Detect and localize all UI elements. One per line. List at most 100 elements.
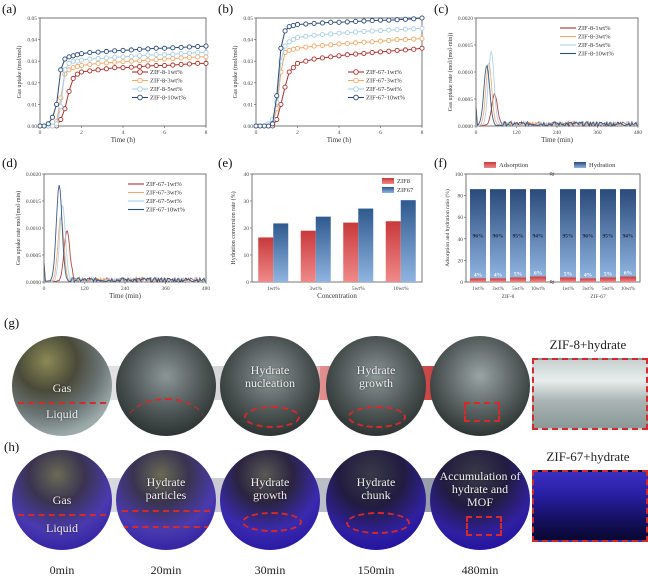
y-tick-label: 40 <box>458 237 464 243</box>
photo-h-3-caption: Hydrate chunk <box>356 475 396 502</box>
hydrate-boundary-marker <box>126 398 206 436</box>
legend-marker <box>353 94 359 101</box>
photo-h-0: Gas Liquid <box>12 450 112 550</box>
data-point <box>170 56 176 62</box>
data-point <box>336 41 342 47</box>
photo-h-2-caption: Hydrate growth <box>250 475 290 502</box>
data-point <box>303 33 309 39</box>
data-point <box>70 58 76 64</box>
data-point <box>153 57 159 63</box>
data-point <box>103 60 109 66</box>
data-point <box>145 57 151 63</box>
data-point <box>120 65 126 71</box>
legend-swatch <box>484 162 496 168</box>
hydration-pct: 95% <box>563 234 574 240</box>
bar-hydration <box>530 189 546 277</box>
data-point <box>411 36 417 42</box>
series-line <box>475 62 639 128</box>
data-point <box>145 46 151 52</box>
data-point <box>328 42 334 48</box>
legend-label: ZIF-67-1wt% <box>366 69 402 76</box>
data-point <box>386 48 392 54</box>
y-tick-label: 0.0000 <box>458 124 473 130</box>
y-tick-label: 0.03 <box>243 59 253 65</box>
y-tick-label: 20 <box>458 258 464 264</box>
data-point <box>394 27 400 33</box>
x-tick-label: 6 <box>379 130 382 136</box>
data-point <box>353 29 359 35</box>
data-point <box>178 51 184 57</box>
growth-marker <box>348 406 406 428</box>
data-point <box>278 101 284 107</box>
data-point <box>70 53 76 59</box>
legend-label: ZIF-67-5wt% <box>366 86 402 93</box>
adsorption-pct: 5% <box>564 271 572 277</box>
x-tick-label: 120 <box>80 286 89 292</box>
chart-b: (b) 0.00 0.01 0.02 0.03 0.04 0.05 0 2 4 6 8 Time (h… <box>216 0 432 152</box>
y-axis-label: Hydration conversion rate (%) <box>230 191 237 264</box>
chart-e: (e) 0 10 20 30 40 Concentration Hydration conv… <box>216 154 432 312</box>
y-tick-label: 0.01 <box>243 102 253 108</box>
group-label: ZIF-67 <box>590 294 606 300</box>
photo-g-0-caption: Gas <box>52 381 72 395</box>
data-point <box>170 51 176 57</box>
data-point <box>319 42 325 48</box>
data-point <box>120 47 126 53</box>
legend-label: ZIF-67-3wt% <box>366 78 402 85</box>
x-tick-label: 10wt% <box>621 287 635 292</box>
y-tick-label: 0.0005 <box>458 97 473 103</box>
data-point <box>78 69 85 75</box>
bar <box>258 237 274 282</box>
data-point <box>161 62 168 69</box>
data-point <box>41 123 47 129</box>
legend-label: ZIF-8-3wt% <box>578 34 611 41</box>
y-tick-label: 0.02 <box>27 81 37 87</box>
data-point <box>353 40 359 46</box>
bar <box>315 216 331 282</box>
data-point <box>87 56 93 62</box>
legend-label: ZIF-8-1wt% <box>150 69 183 76</box>
zoom-region-marker-h <box>466 516 502 536</box>
data-point <box>377 17 384 23</box>
data-point <box>394 17 400 23</box>
x-tick-label: 120 <box>512 130 521 136</box>
x-axis-label: Time (h) <box>327 136 352 144</box>
zoom-region-marker <box>464 402 500 422</box>
data-point <box>95 60 101 66</box>
data-point <box>411 26 417 32</box>
zoom-inset-g <box>532 358 648 430</box>
x-tick-label: 480 <box>634 130 643 136</box>
x-tick-label: 240 <box>553 130 562 136</box>
data-point <box>103 48 109 55</box>
x-tick-label: 8 <box>421 130 424 136</box>
data-point <box>286 39 292 45</box>
photo-h-0-caption: Gas <box>52 493 72 507</box>
adsorption-pct: 5% <box>514 271 522 277</box>
y-axis-label: Adsorption and hydration ratio (%) <box>444 189 451 267</box>
chart-a: (a) 0.00 0.01 0.02 0.03 0.04 0.05 0 2 4 6 8 Time (h… <box>0 0 216 152</box>
y-tick-label: 0.05 <box>243 16 253 22</box>
data-point <box>311 43 317 49</box>
x-tick-label: 0 <box>39 130 42 136</box>
x-tick-label: 480 <box>202 286 211 292</box>
data-point <box>290 37 296 43</box>
hydration-pct: 96% <box>473 234 484 240</box>
data-point <box>274 116 280 123</box>
data-point <box>294 45 301 51</box>
series-line <box>43 230 207 284</box>
y-tick-label: 0.04 <box>243 38 253 44</box>
data-point <box>319 20 325 26</box>
data-point <box>161 52 168 58</box>
data-point <box>265 123 272 129</box>
data-point <box>112 48 118 54</box>
chart-a-svg: 0.00 0.01 0.02 0.03 0.04 0.05 0 2 4 6 8 Time (h) Gas… <box>16 16 209 144</box>
data-point <box>66 88 72 94</box>
legend-label: ZIF67 <box>397 187 414 194</box>
data-point <box>87 68 93 74</box>
series-line <box>43 204 207 284</box>
legend-label: ZIF8 <box>397 178 410 185</box>
data-point <box>282 28 288 34</box>
legend-swatch <box>382 187 394 193</box>
photo-g-2: Hydrate nucleation <box>220 336 320 436</box>
data-point <box>328 54 334 60</box>
